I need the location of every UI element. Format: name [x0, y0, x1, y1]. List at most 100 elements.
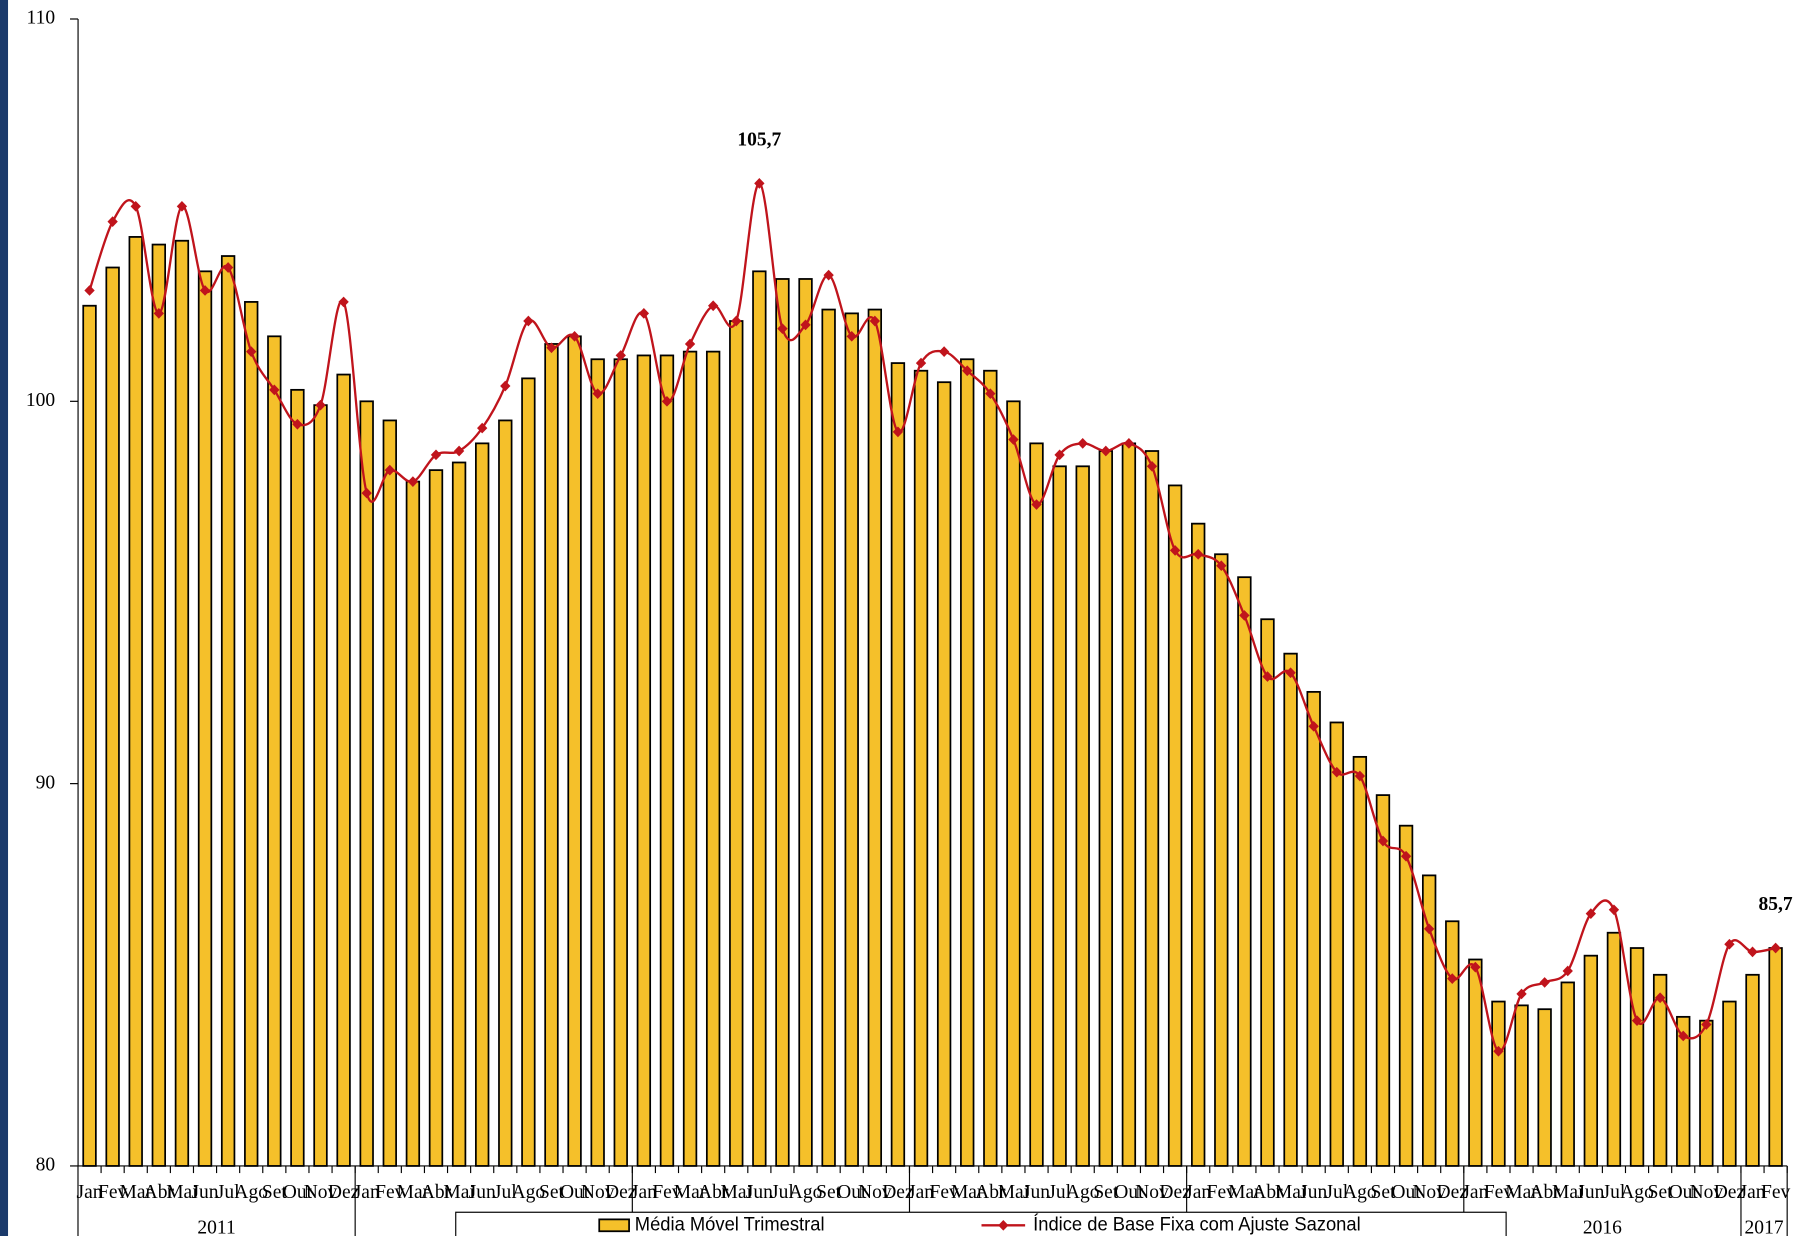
bar [960, 358, 975, 1167]
bar [729, 320, 744, 1167]
x-tick-label: Out [560, 1181, 590, 1203]
line-marker [384, 464, 395, 476]
line-marker [1193, 548, 1204, 560]
line-marker [1562, 965, 1573, 977]
x-tick-label: Mai [1552, 1181, 1584, 1203]
line-marker [453, 445, 465, 457]
x-tick-label: Dez [605, 1181, 637, 1203]
line-marker [1123, 438, 1135, 449]
x-tick-label: Fev [652, 1181, 681, 1203]
line-marker [292, 418, 303, 430]
line-marker [869, 315, 881, 327]
bar [1583, 954, 1599, 1167]
line-marker [638, 308, 650, 319]
year-label: 2016 [1583, 1216, 1622, 1236]
x-tick-label: Ago [512, 1181, 546, 1203]
bar [890, 362, 906, 1167]
x-tick-label: Jun [469, 1181, 496, 1203]
bar [521, 377, 536, 1167]
line-marker [130, 200, 141, 212]
x-tick-label: Nov [1135, 1181, 1169, 1203]
line-marker [1516, 988, 1527, 1000]
x-tick-label: Dez [1714, 1181, 1746, 1203]
line-marker [84, 285, 95, 296]
x-tick-label: Set [1371, 1181, 1396, 1203]
x-tick-label: Abr [1529, 1181, 1560, 1203]
x-tick-label: Jul [1048, 1181, 1071, 1203]
x-tick-label: Jul [1603, 1181, 1626, 1203]
bar [405, 480, 421, 1167]
bar [290, 388, 305, 1167]
line-marker [1354, 770, 1366, 782]
bar [1098, 450, 1113, 1167]
x-tick-label: Fev [1484, 1181, 1513, 1203]
bar [1676, 1015, 1691, 1167]
line-marker [1100, 445, 1111, 457]
y-tick-label: 100 [26, 389, 55, 411]
line-marker [1239, 610, 1250, 621]
bar [1121, 442, 1137, 1167]
bar [451, 461, 467, 1167]
x-tick-label: Mar [1505, 1181, 1538, 1203]
x-tick-label: Abr [144, 1181, 175, 1203]
bar [1491, 1000, 1506, 1167]
line-marker [1077, 438, 1088, 449]
bar [428, 469, 444, 1167]
bar [775, 278, 790, 1167]
x-tick-label: Jul [771, 1181, 794, 1203]
bar [82, 304, 97, 1167]
x-tick-label: Out [837, 1181, 867, 1203]
line-marker [176, 200, 188, 212]
line-marker [1747, 946, 1758, 958]
x-tick-label: Dez [1437, 1181, 1469, 1203]
bar [498, 419, 513, 1167]
x-tick-label: Out [283, 1181, 313, 1203]
bar [1745, 973, 1760, 1167]
bar [1306, 690, 1321, 1167]
legend-label: Índice de Base Fixa com Ajuste Sazonal [1033, 1213, 1361, 1234]
bar [821, 308, 836, 1167]
line-marker [407, 476, 419, 487]
line-marker [892, 426, 904, 438]
x-tick-label: Set [1093, 1181, 1118, 1203]
line-marker [1146, 460, 1158, 472]
line-marker [1678, 1030, 1689, 1042]
bar [359, 400, 374, 1167]
bar [1606, 931, 1622, 1167]
line-marker [246, 346, 257, 357]
line-marker [1008, 434, 1019, 445]
x-tick-label: Nov [1690, 1181, 1724, 1203]
line-marker [1470, 961, 1481, 973]
line-marker [592, 388, 603, 400]
bar [1468, 958, 1483, 1167]
x-tick-label: Jun [191, 1181, 218, 1203]
x-tick-label: Nov [304, 1181, 338, 1203]
data-label: 85,7 [1759, 893, 1793, 915]
year-label: 2017 [1745, 1216, 1784, 1236]
bar [1144, 450, 1160, 1167]
bar [1398, 824, 1414, 1167]
bar [1006, 400, 1021, 1167]
bar [1352, 755, 1368, 1167]
x-tick-label: Abr [421, 1181, 452, 1203]
x-tick-label: Jul [1325, 1181, 1348, 1203]
x-tick-label: Mar [397, 1181, 430, 1203]
x-tick-label: Ago [1343, 1181, 1377, 1203]
x-tick-label: Dez [882, 1181, 914, 1203]
x-tick-label: Mai [721, 1181, 753, 1203]
x-tick-label: Out [1114, 1181, 1144, 1203]
line-marker [315, 399, 326, 411]
bar [1421, 874, 1437, 1167]
x-tick-label: Set [539, 1181, 564, 1203]
x-tick-label: Nov [858, 1181, 892, 1203]
bar [197, 270, 213, 1167]
legend-swatch [598, 1218, 630, 1233]
legend-swatch-marker [998, 1219, 1009, 1231]
x-tick-label: Ago [1620, 1181, 1654, 1203]
x-tick-label: Set [816, 1181, 841, 1203]
line-marker [500, 380, 511, 392]
line-marker [1377, 835, 1389, 847]
line-marker [754, 178, 765, 189]
legend-label: Média Móvel Trimestral [635, 1213, 825, 1234]
